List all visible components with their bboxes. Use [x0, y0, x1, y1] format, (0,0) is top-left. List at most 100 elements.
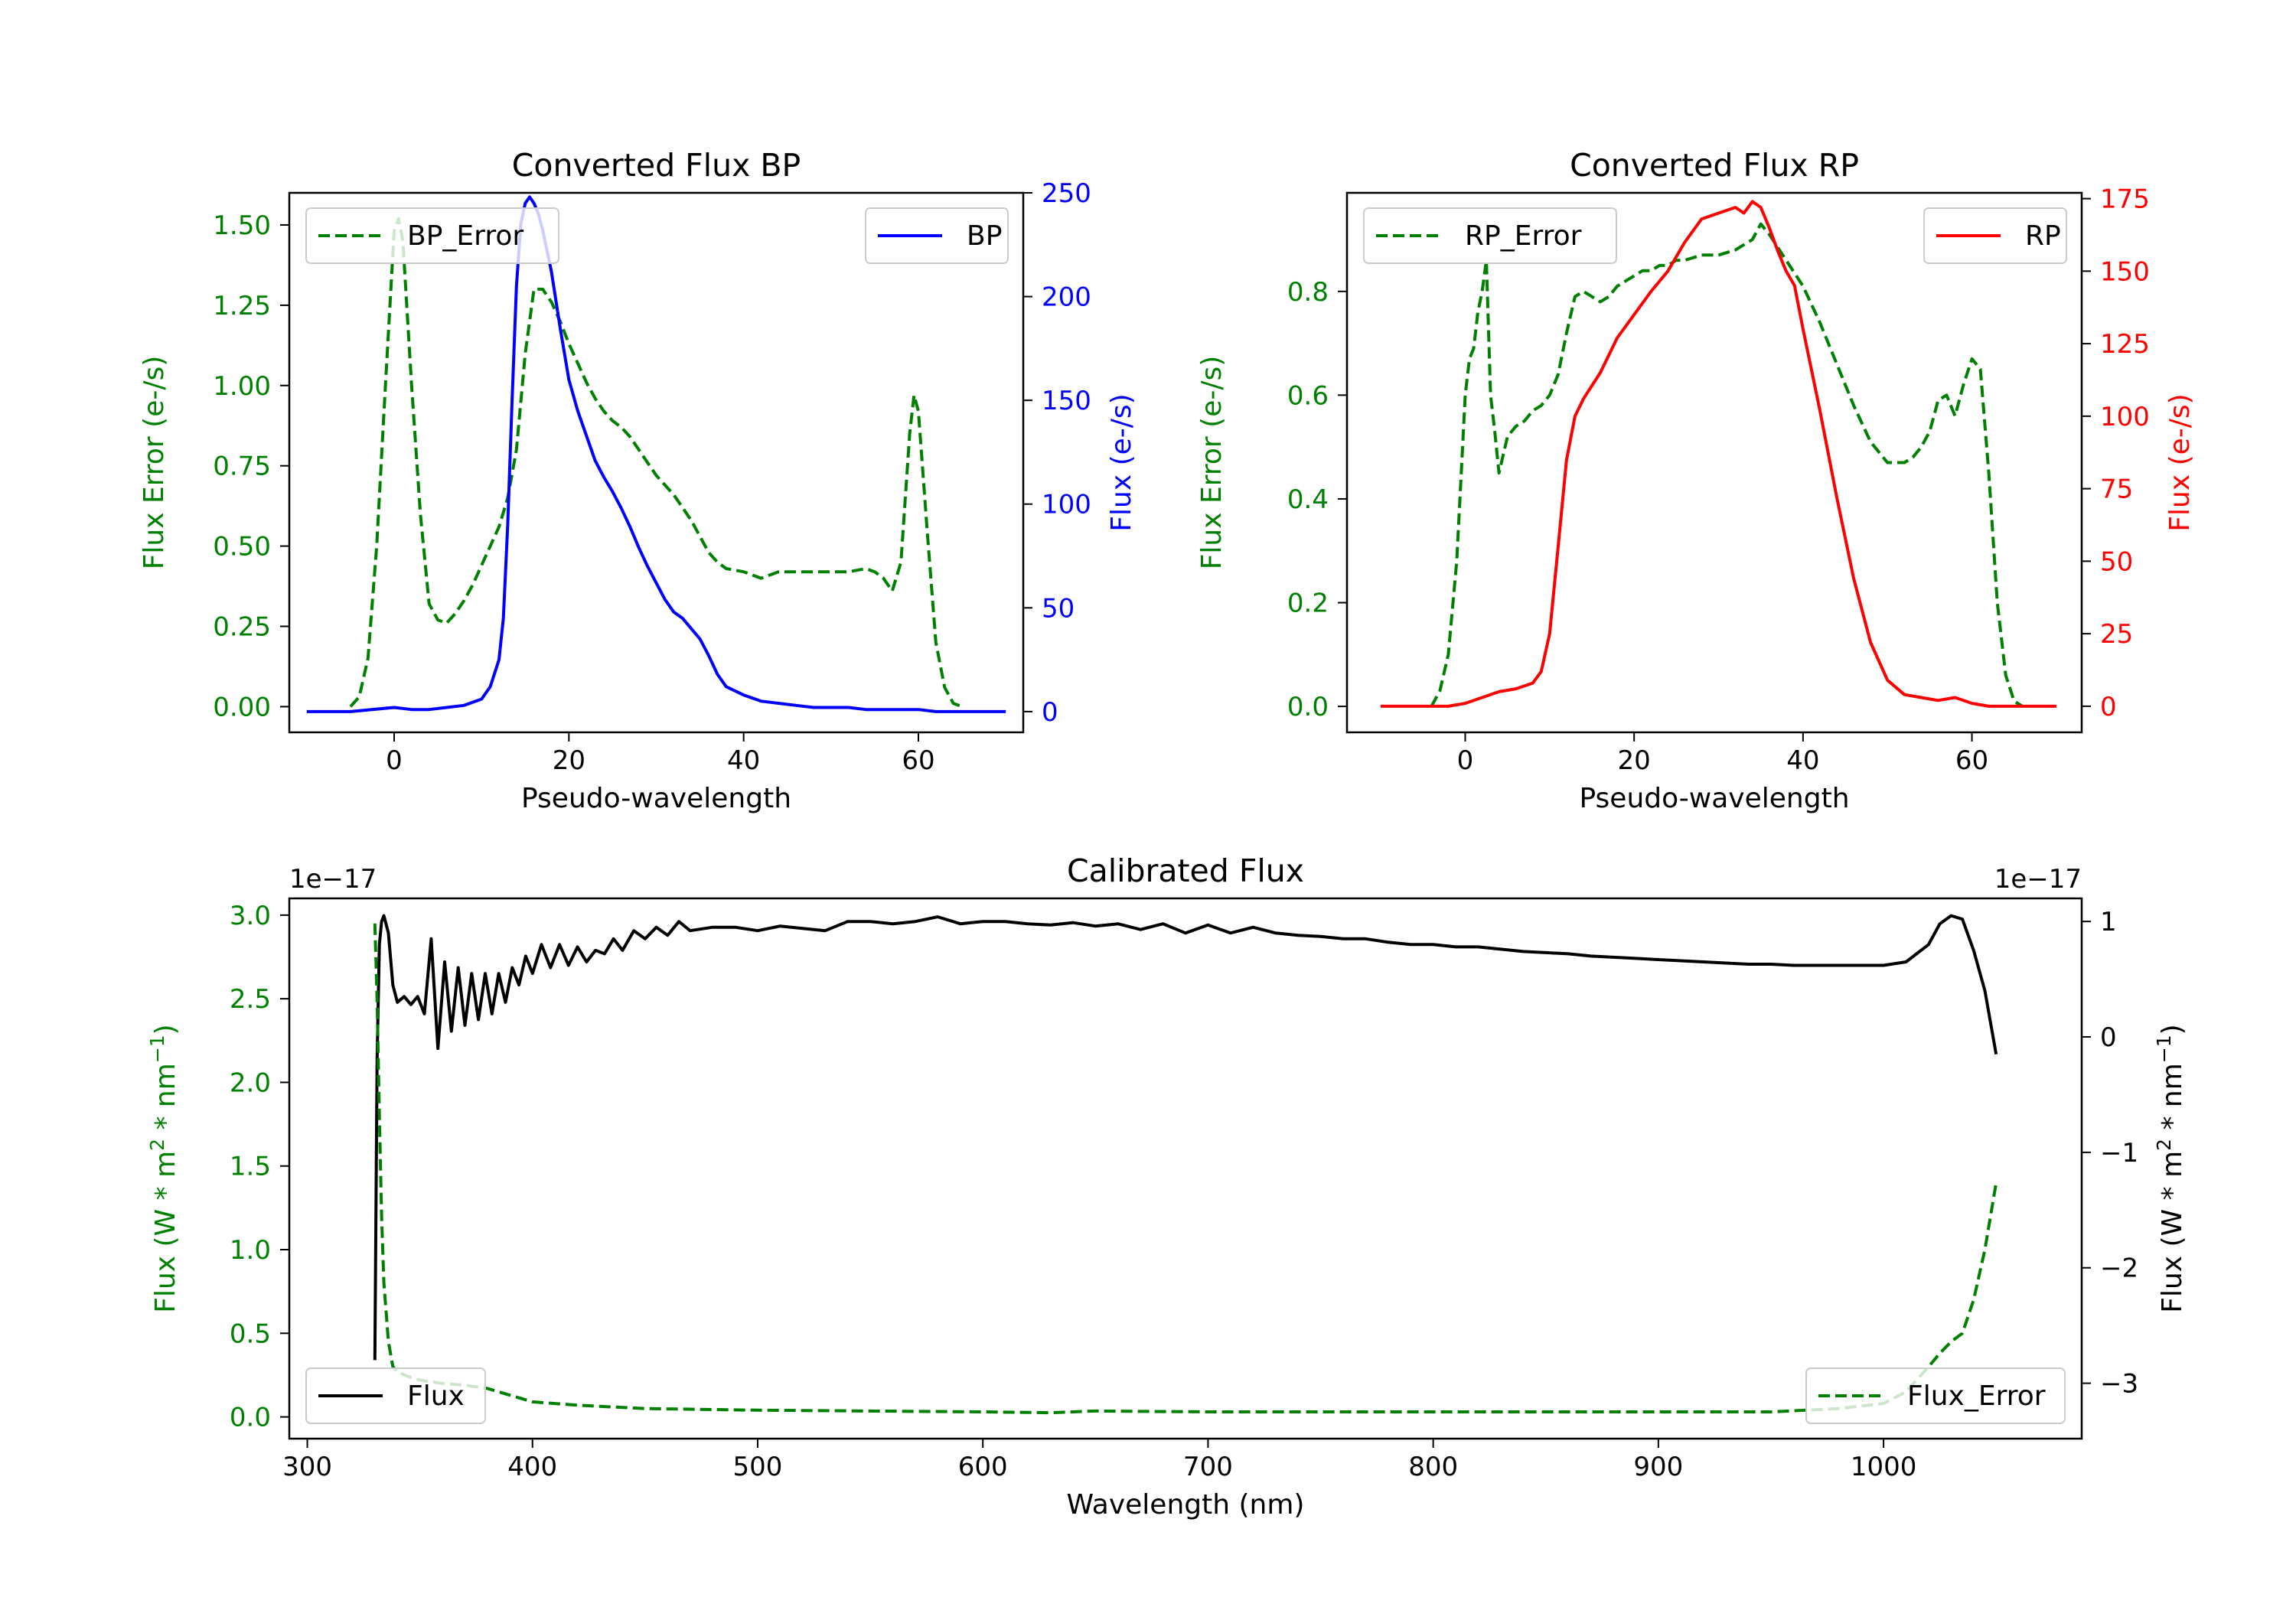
legend-label: Flux [407, 1380, 465, 1412]
legend-label: RP [2025, 220, 2061, 252]
series-line-flux-error [373, 923, 1998, 1415]
y-right-tick-label: −2 [2100, 1253, 2138, 1284]
y-right-tick-label: 0 [1042, 697, 1058, 728]
series-line-bp [306, 195, 1006, 713]
legend-flux-error: Flux_Error [1805, 1367, 2066, 1424]
y-left-axis-label: Flux Error (e-/s) [1196, 356, 1228, 570]
y-right-tick-label: 150 [1042, 386, 1091, 416]
legend-box [305, 1367, 486, 1424]
y-left-tick-label: 0.00 [213, 692, 271, 722]
y-left-tick-label: 0.8 [1287, 277, 1329, 308]
x-axis-label: Pseudo-wavelength [521, 783, 791, 814]
series-group-bp [306, 195, 1006, 713]
axes-frame [288, 191, 1025, 734]
x-tick-label: 1000 [1851, 1452, 1917, 1482]
offset-left: 1e−17 [289, 864, 377, 895]
y-right-tick-label: −3 [2100, 1369, 2138, 1400]
y-left-tick-label: 0.6 [1287, 380, 1329, 411]
panel-rp: 0 20 40 60 0.0 0.2 0.4 0.6 0.8 0 25 50 75 100 125 150 17… [1196, 147, 2196, 814]
y-left-tick-label: 3.0 [230, 901, 271, 931]
y-right-tick-label: 1 [2100, 907, 2117, 937]
y-right-tick-label: 50 [2100, 546, 2133, 577]
y-right-axis-label: Flux (e-/s) [1106, 393, 1137, 531]
y-right-tick-label: 250 [1042, 178, 1091, 209]
y-right-tick-label: −1 [2100, 1138, 2138, 1169]
legend-flux: BP [865, 207, 1009, 264]
y-right-tick-label: 125 [2100, 329, 2150, 360]
y-left-tick-label: 0.25 [213, 612, 271, 643]
axes-frame [288, 897, 2083, 1440]
y-left-tick-label: 0.0 [1287, 692, 1329, 722]
x-tick-label: 300 [282, 1452, 332, 1482]
y-left-tick-label: 0.0 [230, 1403, 271, 1433]
y-left-tick-label: 0.4 [1287, 484, 1329, 515]
legend-box [1805, 1367, 2066, 1424]
x-axis-label: Wavelength (nm) [1067, 1489, 1305, 1521]
y-right-tick-label: 200 [1042, 282, 1091, 313]
y-right-tick-label: 100 [1042, 490, 1091, 520]
y-left-tick-label: 1.00 [213, 371, 271, 402]
y-left-tick-label: 1.0 [230, 1235, 271, 1266]
x-tick-label: 20 [553, 745, 585, 776]
legend-flux: Flux [305, 1367, 486, 1424]
y-left-axis-label: Flux (W * m2 * nm−1) [146, 1024, 182, 1312]
x-tick-label: 500 [733, 1452, 783, 1482]
offset-right: 1e−17 [1994, 864, 2082, 895]
y-left-tick-label: 2.0 [230, 1068, 271, 1098]
legend-error: RP_Error [1363, 207, 1617, 264]
chart-title: Converted Flux BP [512, 147, 801, 184]
series-line-rp-error [1430, 222, 2024, 708]
y-left-tick-label: 1.25 [213, 291, 271, 321]
y-right-axis-label: Flux (e-/s) [2164, 393, 2196, 531]
x-tick-label: 40 [727, 745, 760, 776]
y-right-tick-label: 150 [2100, 256, 2150, 287]
series-group-rp [1381, 200, 2056, 708]
y-right-tick-label: 0 [2100, 1022, 2117, 1053]
y-left-tick-label: 0.5 [230, 1319, 271, 1349]
legend-label: BP [967, 220, 1002, 252]
y-right-tick-label: 175 [2100, 184, 2150, 215]
series-line-rp [1381, 200, 2056, 708]
x-tick-label: 0 [1457, 745, 1474, 776]
legend-label: Flux_Error [1907, 1380, 2046, 1412]
chart-title: Converted Flux RP [1570, 147, 1859, 184]
legend-box [305, 207, 559, 264]
legend-flux: RP [1923, 207, 2067, 264]
x-axis-label: Pseudo-wavelength [1579, 783, 1849, 814]
series-group-cal [373, 914, 1998, 1415]
x-tick-label: 60 [1955, 745, 1988, 776]
y-left-tick-label: 0.75 [213, 451, 271, 482]
x-tick-label: 60 [902, 745, 934, 776]
legend-error: BP_Error [305, 207, 559, 264]
x-tick-label: 0 [386, 745, 403, 776]
x-tick-label: 600 [958, 1452, 1008, 1482]
series-line-flux [373, 914, 1998, 1361]
panel-bp: 0 20 40 60 0.00 0.25 0.50 0.75 1.00 1.25 1.50 0 50 10… [139, 147, 1137, 814]
y-right-tick-label: 0 [2100, 692, 2117, 722]
y-right-axis-label: Flux (W * m2 * nm−1) [2153, 1024, 2189, 1312]
y-right-tick-label: 25 [2100, 619, 2133, 650]
panel-cal: 300 400 500 600 700 800 900 1000 0.0 0.5 1.0 1.5 2.0… [146, 852, 2189, 1521]
legend-label: RP_Error [1465, 220, 1582, 252]
y-right-tick-label: 100 [2100, 402, 2150, 432]
x-tick-label: 800 [1408, 1452, 1458, 1482]
legend-label: BP_Error [407, 220, 523, 252]
x-tick-label: 700 [1183, 1452, 1233, 1482]
y-left-tick-label: 2.5 [230, 984, 271, 1015]
legend-box [1363, 207, 1617, 264]
y-left-tick-label: 1.5 [230, 1152, 271, 1182]
x-tick-label: 20 [1618, 745, 1651, 776]
y-left-tick-label: 1.50 [213, 210, 271, 241]
y-left-tick-label: 0.50 [213, 532, 271, 562]
x-tick-label: 40 [1786, 745, 1819, 776]
x-tick-label: 900 [1633, 1452, 1683, 1482]
axes-frame [1345, 191, 2083, 734]
chart-title: Calibrated Flux [1067, 852, 1304, 889]
y-left-tick-label: 0.2 [1287, 588, 1329, 619]
y-right-tick-label: 75 [2100, 474, 2133, 505]
y-right-tick-label: 50 [1042, 593, 1075, 624]
y-left-axis-label: Flux Error (e-/s) [139, 356, 170, 570]
x-tick-label: 400 [507, 1452, 557, 1482]
series-line-bp-error [349, 217, 963, 709]
